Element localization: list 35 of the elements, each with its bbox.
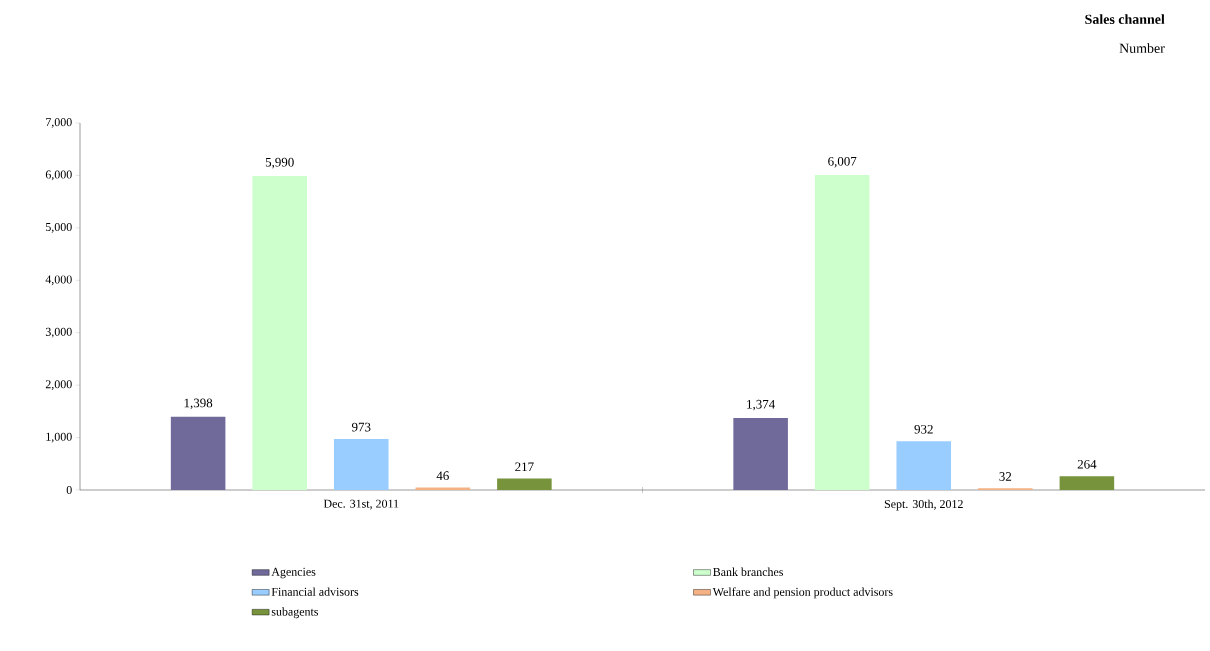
data-label: 5,990 [265, 157, 294, 169]
bar [814, 175, 870, 490]
y-tick-label: 1,000 [46, 432, 72, 443]
data-label: 32 [999, 472, 1012, 481]
legend-label: Welfare and pension product advisors [712, 587, 893, 599]
data-label: 217 [515, 462, 534, 472]
legend-label: Bank branches [713, 567, 784, 576]
y-tick-label: 6,000 [45, 170, 72, 181]
bar [252, 175, 307, 490]
data-label: 6,007 [828, 156, 857, 168]
y-tick-label: 4,000 [45, 275, 72, 286]
bar [170, 416, 226, 490]
y-tick-label: 0 [66, 485, 72, 495]
chart-subtitle: Number [1119, 43, 1165, 54]
x-tick-label: Dec. 31st, 2011 [323, 499, 399, 510]
y-tick-label: 5,000 [46, 222, 72, 233]
legend-label: Financial advisors [271, 587, 359, 596]
data-label: 264 [1077, 459, 1097, 469]
y-tick-label: 7,000 [46, 118, 72, 128]
chart-title: Sales channel [1085, 14, 1165, 25]
legend-label: Agencies [271, 567, 316, 579]
data-label: 973 [351, 422, 371, 432]
bar [733, 417, 788, 490]
y-tick-label: 2,000 [45, 380, 72, 391]
bar [1059, 476, 1115, 490]
data-label: 1,374 [747, 399, 776, 411]
bar [333, 438, 389, 490]
data-label: 1,398 [184, 398, 213, 410]
x-tick-label: Sept. 30th, 2012 [884, 499, 963, 511]
data-label: 46 [436, 471, 449, 481]
bar [896, 441, 952, 490]
data-label: 932 [914, 424, 933, 434]
bar [497, 478, 552, 490]
y-tick-label: 3,000 [45, 327, 72, 338]
legend-label: subagents [271, 607, 319, 619]
